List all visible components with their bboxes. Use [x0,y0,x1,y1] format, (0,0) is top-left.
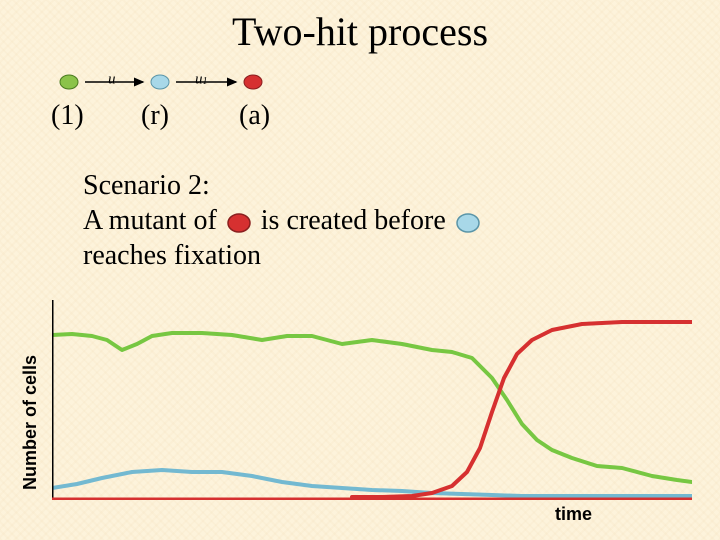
red-ball-icon [224,212,254,234]
node-label-1: (1) [51,100,84,132]
scenario-line-2-prefix: A mutant of [83,205,224,236]
population-chart [52,300,692,500]
scenario-line-1: Scenario 2: [83,170,210,202]
blue-ball-icon [453,212,483,234]
svg-text:u: u [108,72,116,88]
slide-title: Two-hit process [0,8,720,55]
node-label-a: (a) [239,100,270,132]
scenario-line-3: reaches fixation [83,240,261,272]
legend-svg: u u1 [55,68,275,96]
legend-transitions: u u1 [55,68,275,96]
scenario-line-2-mid: is created before [261,205,453,236]
svg-text:u1: u1 [195,72,208,88]
population-chart-svg [52,300,692,500]
node-label-r: (r) [141,100,169,132]
x-axis-label: time [555,504,592,525]
slide-root: { "title": { "text": "Two-hit process", … [0,0,720,540]
y-axis-label: Number of cells [20,355,41,490]
scenario-line-2: A mutant of is created before [83,205,483,237]
